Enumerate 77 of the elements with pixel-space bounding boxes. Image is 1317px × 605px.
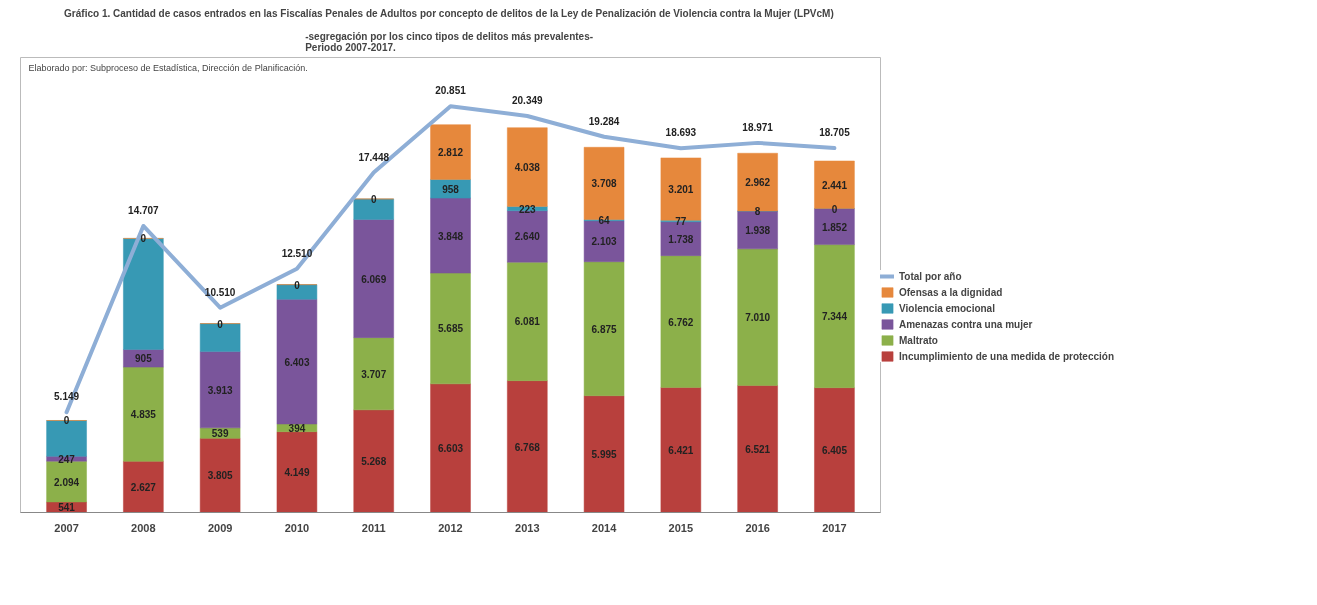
data-label: 12.510 xyxy=(281,247,313,259)
legend-label: Amenazas contra una mujer xyxy=(899,318,1033,330)
data-label: 223 xyxy=(518,203,537,215)
text: Gráfico 1. Cantidad de casos entrados en las Fiscalías Penales de Adultos por concepto de delitos de la Ley de Penalización de Violencia contra la Mujer (LPVcM) xyxy=(64,7,834,19)
data-label: 10.510 xyxy=(204,286,236,298)
x-tick-label: 2012 xyxy=(438,521,463,534)
data-label: 539 xyxy=(211,428,229,440)
data-label: 3.707 xyxy=(361,368,387,380)
data-label: 3.805 xyxy=(207,470,234,482)
data-label: 1.852 xyxy=(821,221,848,233)
x-tick-label: 2015 xyxy=(668,521,694,534)
data-label: 0 xyxy=(831,203,838,215)
data-label: 6.081 xyxy=(514,316,541,328)
data-label: 3.913 xyxy=(207,384,234,396)
x-tick-label: 2016 xyxy=(745,521,770,534)
data-label: 19.284 xyxy=(588,115,620,127)
x-tick-label: 2008 xyxy=(131,521,156,534)
data-label: 5.268 xyxy=(361,456,387,468)
x-tick-label: 2014 xyxy=(591,521,618,534)
data-label: 17.448 xyxy=(358,151,390,163)
data-label: 6.069 xyxy=(361,273,387,285)
data-label: 0 xyxy=(370,193,377,205)
data-label: 1.938 xyxy=(745,224,771,236)
x-tick-label: 2011 xyxy=(361,521,386,534)
data-label: 6.521 xyxy=(745,443,771,455)
data-label: 541 xyxy=(58,502,76,514)
data-label: 905 xyxy=(135,353,153,365)
data-label: 6.768 xyxy=(514,441,541,453)
data-label: 18.705 xyxy=(819,127,851,139)
data-label: 6.421 xyxy=(668,444,694,456)
data-label: 4.835 xyxy=(130,409,157,421)
data-label: 5.995 xyxy=(591,449,618,461)
data-label: 2.627 xyxy=(130,481,157,493)
annotation: Elaborado por: Subproceso de Estadística, Dirección de Planificación. xyxy=(28,62,308,73)
data-label: 6.762 xyxy=(668,316,694,328)
data-label: 20.349 xyxy=(511,95,544,107)
data-label: 958 xyxy=(442,183,460,195)
data-label: 3.708 xyxy=(591,178,618,190)
data-label: 8 xyxy=(754,206,761,218)
data-label: 2.640 xyxy=(514,231,541,243)
data-label: 2.094 xyxy=(54,476,80,488)
data-label: 4.038 xyxy=(514,162,541,174)
x-tick-label: 2010 xyxy=(284,521,310,534)
data-label: 2.103 xyxy=(591,236,618,248)
data-label: 20.851 xyxy=(435,85,467,97)
x-tick-label: 2017 xyxy=(822,521,847,534)
data-label: 18.971 xyxy=(742,121,774,133)
x-tick-label: 2013 xyxy=(515,521,540,534)
x-tick-label: 2007 xyxy=(54,521,79,534)
data-label: 2.812 xyxy=(437,147,464,159)
data-label: 7.010 xyxy=(745,312,771,324)
legend-label: Incumplimiento de una medida de protección xyxy=(899,350,1115,362)
legend-label: Violencia emocional xyxy=(899,302,995,314)
data-label: 0 xyxy=(63,415,70,427)
legend-label: Ofensas a la dignidad xyxy=(899,286,1003,298)
x-tick-label: 2009 xyxy=(207,521,233,534)
data-label: 2.962 xyxy=(745,177,771,189)
data-label: 18.693 xyxy=(665,127,697,139)
data-label: 6.875 xyxy=(591,323,618,335)
text: -segregación por los cinco tipos de delitos más prevalentes- Periodo 2007-2017. xyxy=(305,30,594,53)
data-label: 2.441 xyxy=(821,179,848,191)
data-label: 6.603 xyxy=(437,443,464,455)
data-label: 5.685 xyxy=(437,323,464,335)
data-label: 394 xyxy=(288,422,306,434)
data-label: 6.403 xyxy=(284,356,310,368)
data-label: 14.707 xyxy=(128,204,160,216)
data-label: 6.405 xyxy=(821,445,848,457)
legend-label: Maltrato xyxy=(899,334,938,346)
data-label: 4.149 xyxy=(284,467,310,479)
data-label: 1.738 xyxy=(668,233,694,245)
data-label: 3.201 xyxy=(668,184,694,196)
data-label: 247 xyxy=(58,453,76,465)
data-label: 5.149 xyxy=(54,391,80,403)
data-label: 3.848 xyxy=(437,230,464,242)
data-label: 7.344 xyxy=(821,311,848,323)
data-label: 0 xyxy=(140,233,147,245)
legend-label: Total por año xyxy=(899,270,962,282)
